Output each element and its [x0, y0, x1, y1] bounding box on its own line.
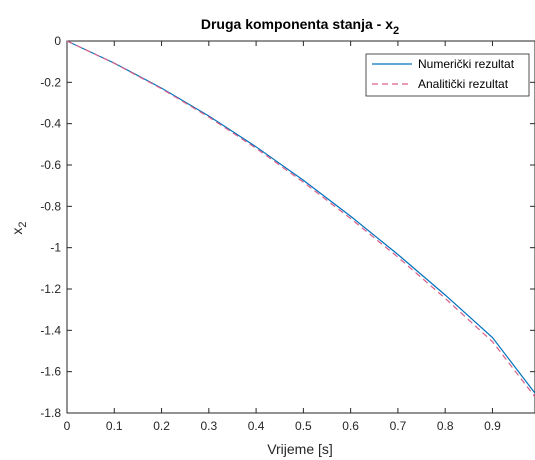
x-tick-label: 0.5 [295, 419, 312, 433]
y-tick-label: -1.4 [40, 323, 61, 337]
y-tick-label: -1.8 [40, 406, 61, 420]
x-tick-label: 0.3 [200, 419, 217, 433]
x-tick-label: 0.8 [437, 419, 454, 433]
chart-title-main: Druga komponenta stanja - x [201, 16, 393, 32]
y-tick-label: -0.8 [40, 199, 61, 213]
x-tick-label: 0 [64, 419, 71, 433]
plot-area [66, 40, 535, 414]
y-tick-label: -1.6 [40, 365, 61, 379]
series-line-analiticki [66, 40, 535, 398]
axis-ticks: 0 0.1 0.2 0.3 0.4 0.5 0.6 0.7 0.8 0.9 0 -0.2 -0.4 -0.… [40, 34, 535, 433]
y-axis-label-main: x [9, 228, 25, 235]
x-tick-label: 0.7 [390, 419, 407, 433]
y-tick-label: -1 [50, 241, 61, 255]
x-axis-label: Vrijeme [s] [267, 441, 333, 457]
legend: Numerički rezultat Analitički rezultat [365, 53, 530, 97]
x-tick-label: 0.4 [248, 419, 265, 433]
y-tick-label: -0.2 [40, 75, 61, 89]
x-tick-label: 0.9 [484, 419, 501, 433]
legend-label-analiticki: Analitički rezultat [418, 77, 509, 91]
legend-label-numericki: Numerički rezultat [418, 57, 515, 71]
x-tick-label: 0.1 [106, 419, 123, 433]
y-tick-label: -1.2 [40, 282, 61, 296]
y-tick-label: -0.6 [40, 158, 61, 172]
y-axis-label-subscript: 2 [17, 221, 29, 227]
x-tick-label: 0.6 [342, 419, 359, 433]
y-axis-label: x2 [9, 221, 29, 234]
x-tick-label: 0.2 [153, 419, 170, 433]
chart-title-subscript: 2 [393, 25, 399, 37]
series-line-numericki [66, 40, 535, 394]
chart-title: Druga komponenta stanja - x2 [201, 16, 399, 37]
series-lines [66, 40, 535, 398]
y-tick-label: 0 [54, 34, 61, 48]
y-tick-label: -0.4 [40, 117, 61, 131]
legend-box [365, 53, 530, 97]
